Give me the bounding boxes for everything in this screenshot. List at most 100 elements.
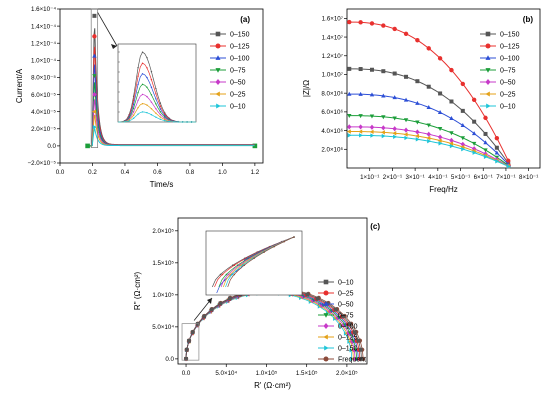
series-marker bbox=[190, 330, 195, 335]
legend-marker bbox=[215, 79, 221, 85]
x-tick-label: 7×10⁻¹ bbox=[496, 174, 515, 181]
series-marker bbox=[347, 124, 352, 130]
series-marker bbox=[483, 148, 488, 153]
series-line bbox=[185, 289, 361, 359]
inset-point bbox=[164, 119, 166, 122]
legend-label: 0–50 bbox=[230, 80, 246, 87]
legend-label: 0–75 bbox=[500, 68, 516, 75]
y-tick-label: 2.0×10⁵ bbox=[152, 228, 174, 235]
series-marker bbox=[381, 115, 386, 120]
inset-point bbox=[159, 105, 162, 107]
inset-point bbox=[123, 121, 126, 123]
series-marker bbox=[471, 97, 477, 103]
legend-label: 0–75 bbox=[230, 68, 246, 75]
series-marker bbox=[403, 127, 409, 133]
y-tick-label: 1.2×10⁻⁴ bbox=[31, 40, 56, 47]
inset-point bbox=[227, 273, 230, 276]
series-marker bbox=[494, 150, 500, 155]
inset-point bbox=[231, 273, 234, 276]
series-marker bbox=[346, 330, 351, 336]
inset-point bbox=[150, 114, 153, 116]
series-line bbox=[185, 290, 357, 359]
series-marker bbox=[483, 140, 488, 145]
inset-point bbox=[141, 111, 144, 113]
inset-point bbox=[190, 121, 193, 123]
x-tick-label: 2×10⁻¹ bbox=[383, 174, 402, 181]
series-marker bbox=[392, 26, 397, 32]
series-line bbox=[185, 288, 364, 359]
y-tick-label: 1.6×10⁷ bbox=[322, 16, 343, 23]
inset-point bbox=[155, 98, 157, 100]
series-marker bbox=[460, 81, 465, 87]
legend-marker bbox=[215, 43, 221, 49]
series-marker bbox=[392, 126, 397, 132]
y-tick-label: 0.0 bbox=[165, 356, 174, 363]
legend-label: 0–25 bbox=[230, 92, 246, 99]
series-marker bbox=[369, 129, 374, 135]
legend-marker bbox=[215, 31, 221, 37]
legend-marker bbox=[485, 79, 491, 85]
x-tick-label: 4×10⁻¹ bbox=[428, 174, 447, 181]
inset-point bbox=[241, 264, 244, 267]
y-tick-label: 0.0 bbox=[47, 143, 56, 150]
legend-marker bbox=[485, 91, 490, 97]
series-marker bbox=[483, 131, 488, 136]
inset-point bbox=[146, 95, 148, 98]
series-marker bbox=[426, 46, 431, 51]
series-marker bbox=[449, 131, 454, 136]
legend-marker bbox=[485, 43, 491, 49]
series-marker bbox=[333, 307, 338, 312]
series-marker bbox=[472, 119, 477, 124]
series-marker bbox=[403, 97, 409, 102]
inset-point bbox=[159, 118, 162, 120]
inset-point bbox=[155, 112, 157, 114]
series-marker bbox=[437, 134, 443, 140]
series-marker bbox=[359, 356, 364, 361]
legend-label: 0–125 bbox=[230, 44, 250, 51]
x-tick-label: 3×10⁻¹ bbox=[405, 174, 424, 181]
x-tick-label: 2.0×10⁵ bbox=[336, 370, 358, 377]
series-marker bbox=[358, 91, 363, 96]
y-tick-label: 8.0×10⁻⁵ bbox=[31, 75, 56, 82]
inset-point bbox=[146, 86, 148, 89]
series-marker bbox=[415, 38, 420, 43]
series-marker bbox=[341, 314, 346, 319]
series-peak-marker bbox=[92, 74, 97, 79]
y-tick-label: 1.4×10⁻⁴ bbox=[31, 23, 56, 30]
inset-point bbox=[273, 245, 275, 248]
series-marker bbox=[494, 145, 499, 150]
series-marker bbox=[494, 135, 500, 141]
series-marker bbox=[381, 23, 386, 28]
y-tick-label: 1.0×10⁻⁴ bbox=[31, 58, 56, 65]
legend-marker bbox=[215, 55, 221, 60]
x-tick-label: 1.5×10⁵ bbox=[296, 370, 318, 377]
inset-point bbox=[137, 107, 139, 109]
series-marker bbox=[471, 131, 477, 136]
y-tick-label: 8.0×10⁶ bbox=[321, 90, 343, 97]
legend-label: 0–50 bbox=[338, 302, 354, 309]
inset-point bbox=[141, 73, 144, 75]
series-peak-marker bbox=[92, 109, 97, 114]
inset-point bbox=[155, 103, 157, 105]
inset-point bbox=[155, 93, 157, 95]
series-marker bbox=[392, 95, 397, 100]
inset-point bbox=[240, 264, 242, 267]
legend-label: 0–50 bbox=[500, 80, 516, 87]
series-peak-marker bbox=[92, 34, 97, 39]
inset-point bbox=[219, 273, 222, 276]
inset-point bbox=[263, 251, 265, 253]
series-marker bbox=[506, 158, 511, 163]
inset-point bbox=[164, 116, 166, 118]
y-tick-label: 2.0×10⁻⁵ bbox=[31, 126, 56, 133]
y-tick-label: 1.4×10⁷ bbox=[322, 34, 343, 41]
series-marker bbox=[315, 296, 320, 301]
legend-label: 0–10 bbox=[230, 104, 246, 111]
series-marker bbox=[404, 74, 409, 79]
zoom-arrowhead bbox=[207, 298, 212, 304]
y-tick-label: 2.0×10⁶ bbox=[321, 146, 343, 153]
x-axis-label: Freq/Hz bbox=[429, 185, 457, 194]
legend-marker bbox=[486, 103, 491, 109]
inset-point bbox=[132, 99, 135, 102]
zoom-box bbox=[181, 323, 200, 361]
inset-point bbox=[233, 264, 236, 267]
